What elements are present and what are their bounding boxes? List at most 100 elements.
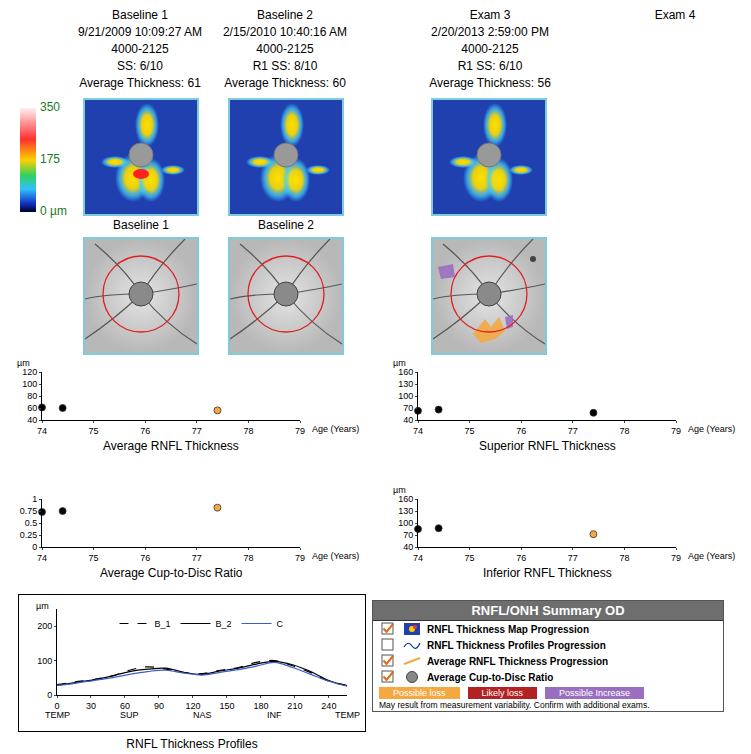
svg-text:77: 77 bbox=[192, 553, 202, 563]
svg-text:40: 40 bbox=[27, 415, 37, 425]
svg-text:Age (Years): Age (Years) bbox=[688, 424, 735, 434]
svg-text:70: 70 bbox=[403, 403, 413, 413]
svg-text:Average Cup-to-Disc Ratio: Average Cup-to-Disc Ratio bbox=[100, 566, 243, 580]
svg-text:0.5: 0.5 bbox=[25, 518, 38, 528]
svg-text:210: 210 bbox=[287, 701, 302, 711]
svg-text:0: 0 bbox=[54, 701, 59, 711]
svg-text:120: 120 bbox=[185, 701, 200, 711]
svg-text:60: 60 bbox=[120, 701, 130, 711]
svg-text:40: 40 bbox=[403, 415, 413, 425]
svg-text:0.25: 0.25 bbox=[20, 530, 38, 540]
html-text:0 µm: 0 µm bbox=[40, 204, 67, 218]
svg-text:74: 74 bbox=[413, 553, 423, 563]
svg-text:40: 40 bbox=[403, 542, 413, 552]
svg-text:76: 76 bbox=[516, 426, 526, 436]
svg-text:120: 120 bbox=[22, 367, 37, 377]
svg-text:90: 90 bbox=[154, 701, 164, 711]
svg-text:75: 75 bbox=[89, 553, 99, 563]
svg-text:79: 79 bbox=[671, 553, 681, 563]
html-text:175: 175 bbox=[40, 152, 60, 166]
svg-text:160: 160 bbox=[398, 494, 413, 504]
html-text:350: 350 bbox=[40, 100, 60, 114]
svg-text:µm: µm bbox=[393, 358, 406, 368]
svg-text:78: 78 bbox=[243, 553, 253, 563]
svg-text:74: 74 bbox=[37, 553, 47, 563]
svg-text:0: 0 bbox=[32, 542, 37, 552]
svg-text:180: 180 bbox=[253, 701, 268, 711]
html-text:R1 SS: 8/10: R1 SS: 8/10 bbox=[252, 59, 318, 73]
svg-text:1: 1 bbox=[32, 494, 37, 504]
svg-text:130: 130 bbox=[398, 506, 413, 516]
html-text:RNFL/ONH Summary OD: RNFL/ONH Summary OD bbox=[471, 603, 625, 618]
svg-text:77: 77 bbox=[192, 426, 202, 436]
svg-text:100: 100 bbox=[37, 656, 52, 666]
html-text:4000-2125: 4000-2125 bbox=[461, 42, 519, 56]
svg-text:80: 80 bbox=[27, 391, 37, 401]
svg-text:75: 75 bbox=[89, 426, 99, 436]
html-text:4000-2125: 4000-2125 bbox=[111, 42, 169, 56]
svg-text:78: 78 bbox=[243, 426, 253, 436]
html-text:2/20/2013 2:59:00 PM: 2/20/2013 2:59:00 PM bbox=[431, 25, 549, 39]
svg-text:79: 79 bbox=[671, 426, 681, 436]
html-text:9/21/2009 10:09:27 AM: 9/21/2009 10:09:27 AM bbox=[77, 25, 202, 39]
html-text:Average Thickness: 60: Average Thickness: 60 bbox=[224, 76, 346, 90]
svg-text:77: 77 bbox=[568, 553, 578, 563]
svg-text:Age (Years): Age (Years) bbox=[312, 424, 359, 434]
svg-text:74: 74 bbox=[37, 426, 47, 436]
html-text:Exam 4: Exam 4 bbox=[654, 8, 696, 22]
svg-text:NAS: NAS bbox=[193, 710, 212, 720]
svg-text:150: 150 bbox=[219, 701, 234, 711]
svg-text:78: 78 bbox=[619, 553, 629, 563]
svg-text:µm: µm bbox=[36, 601, 49, 611]
svg-text:Inferior RNFL Thickness: Inferior RNFL Thickness bbox=[483, 566, 612, 580]
svg-text:B_2: B_2 bbox=[216, 619, 232, 629]
html-text:Baseline 1: Baseline 1 bbox=[113, 218, 169, 232]
svg-text:SUP: SUP bbox=[120, 710, 139, 720]
svg-text:77: 77 bbox=[568, 426, 578, 436]
svg-text:100: 100 bbox=[398, 518, 413, 528]
svg-text:79: 79 bbox=[295, 553, 305, 563]
svg-text:75: 75 bbox=[465, 553, 475, 563]
svg-text:76: 76 bbox=[140, 553, 150, 563]
svg-text:70: 70 bbox=[403, 530, 413, 540]
svg-text:0.75: 0.75 bbox=[20, 506, 38, 516]
svg-text:160: 160 bbox=[398, 367, 413, 377]
html-text:Average Thickness: 61: Average Thickness: 61 bbox=[79, 76, 201, 90]
svg-text:200: 200 bbox=[37, 621, 52, 631]
html-text:RNFL Thickness Map Progression: RNFL Thickness Map Progression bbox=[427, 623, 590, 635]
svg-text:240: 240 bbox=[321, 701, 336, 711]
svg-text:C: C bbox=[277, 619, 284, 629]
svg-text:30: 30 bbox=[86, 701, 96, 711]
svg-text:µm: µm bbox=[393, 485, 406, 495]
svg-text:79: 79 bbox=[295, 426, 305, 436]
svg-text:75: 75 bbox=[465, 426, 475, 436]
svg-text:TEMP: TEMP bbox=[45, 710, 70, 720]
html-text:Baseline 2: Baseline 2 bbox=[258, 218, 314, 232]
html-text:SS: 6/10: SS: 6/10 bbox=[117, 59, 163, 73]
html-text:Baseline 2: Baseline 2 bbox=[257, 8, 313, 22]
svg-text:76: 76 bbox=[140, 426, 150, 436]
html-text:2/15/2010 10:40:16 AM: 2/15/2010 10:40:16 AM bbox=[222, 25, 347, 39]
svg-text:100: 100 bbox=[22, 379, 37, 389]
svg-text:Age (Years): Age (Years) bbox=[688, 551, 735, 561]
svg-text:76: 76 bbox=[516, 553, 526, 563]
svg-text:B_1: B_1 bbox=[155, 619, 171, 629]
svg-text:µm: µm bbox=[17, 358, 30, 368]
html-text:Baseline 1: Baseline 1 bbox=[112, 8, 168, 22]
svg-text:78: 78 bbox=[619, 426, 629, 436]
svg-text:Superior RNFL Thickness: Superior RNFL Thickness bbox=[479, 439, 616, 453]
svg-text:0: 0 bbox=[47, 690, 52, 700]
svg-text:100: 100 bbox=[398, 391, 413, 401]
html-text:RNFL Thickness Profiles: RNFL Thickness Profiles bbox=[126, 737, 258, 751]
html-text:4000-2125: 4000-2125 bbox=[256, 42, 314, 56]
svg-text:74: 74 bbox=[413, 426, 423, 436]
svg-text:60: 60 bbox=[27, 403, 37, 413]
svg-text:TEMP: TEMP bbox=[335, 710, 360, 720]
html-text:Exam 3: Exam 3 bbox=[469, 8, 511, 22]
html-text:Average Thickness: 56: Average Thickness: 56 bbox=[429, 76, 551, 90]
svg-text:Average RNFL Thickness: Average RNFL Thickness bbox=[103, 439, 239, 453]
html-text:R1 SS: 6/10: R1 SS: 6/10 bbox=[457, 59, 523, 73]
svg-text:130: 130 bbox=[398, 379, 413, 389]
svg-text:Age (Years): Age (Years) bbox=[312, 551, 359, 561]
svg-text:INF: INF bbox=[267, 710, 282, 720]
